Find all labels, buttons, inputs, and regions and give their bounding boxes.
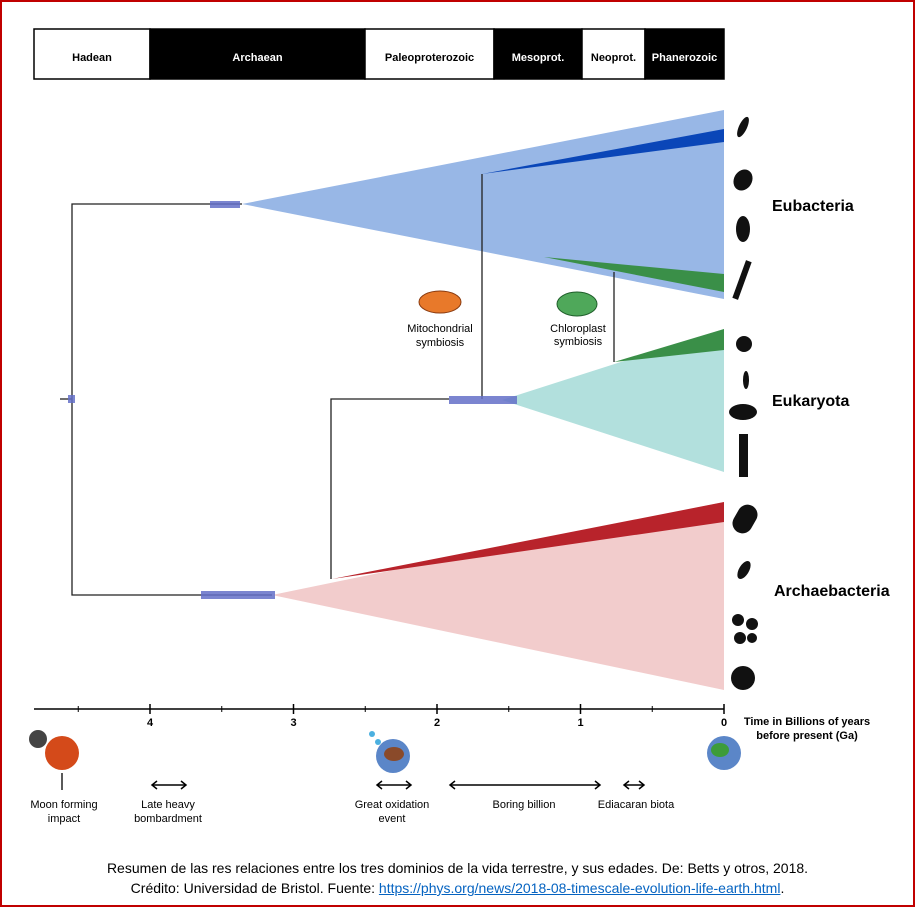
arrow-head [622,780,630,790]
eon-box [364,28,495,80]
event-label: bombardment [134,813,202,825]
tick-label: 2 [434,717,440,729]
eon-label: Neoprot. [591,52,636,64]
event-label: impact [48,813,80,825]
event-label: Boring billion [493,799,556,811]
arrow-head [638,780,646,790]
eon-label: Paleoproterozoic [385,52,474,64]
mitochondrion-icon [418,290,462,314]
event-label: Great oxidation [355,799,430,811]
eon-label: Phanerozoic [652,52,717,64]
eukaryota-cone [502,329,724,472]
eon-label: Hadean [72,52,112,64]
symbiosis-label: Chloroplast [550,323,606,335]
symbiosis-label: symbiosis [554,336,603,348]
plant-lineage [614,329,724,362]
eon-box [644,28,725,80]
planet-icons [29,730,741,773]
event-label: Ediacaran biota [598,799,675,811]
event-label: Late heavy [141,799,195,811]
arrow-head [594,780,602,790]
eon-box [581,28,646,80]
domain-label: Eubacteria [772,198,854,215]
eon-label: Archaean [232,52,282,64]
organism-icons [729,116,758,690]
tick-label: 4 [147,717,154,729]
axis-label: before present (Ga) [756,730,858,742]
domain-label: Eukaryota [772,393,849,410]
eon-box [33,28,151,80]
cyanobacteria-lineage [544,257,724,292]
domain-label: Archaebacteria [774,583,890,600]
arrow-head [180,780,188,790]
archaea-lineage [332,502,724,579]
symbiosis-label: Mitochondrial [407,323,472,335]
caption-text: Crédito: Universidad de Bristol. Fuente: [130,880,379,896]
event-label: event [379,813,406,825]
caption-text: . [780,880,785,896]
eubacteria-lineage [482,129,724,174]
eon-box [149,28,366,80]
caption-line: Crédito: Universidad de Bristol. Fuente:… [2,878,913,898]
axis-label: Time in Billions of years [744,716,870,728]
uncertainty-bars [68,201,517,599]
arrow-head [375,780,383,790]
archaea-cone [272,502,724,690]
arrow-head [405,780,413,790]
caption-line: Resumen de las res relaciones entre los … [106,860,809,876]
event-label: Moon forming [30,799,97,811]
eon-label: Mesoprot. [512,52,565,64]
tick-label: 0 [721,717,727,729]
caption: Resumen de las res relaciones entre los … [2,858,913,898]
arrow-head [150,780,158,790]
event-arrows [150,780,646,790]
diagram: Time in Billions of years before present… [29,28,890,825]
chloroplast-icon [556,291,598,317]
source-link[interactable]: https://phys.org/news/2018-08-timescale-… [378,880,781,896]
arrow-head [448,780,456,790]
tick-label: 3 [290,717,296,729]
symbiosis-label: symbiosis [416,337,465,349]
tick-label: 1 [577,717,583,729]
